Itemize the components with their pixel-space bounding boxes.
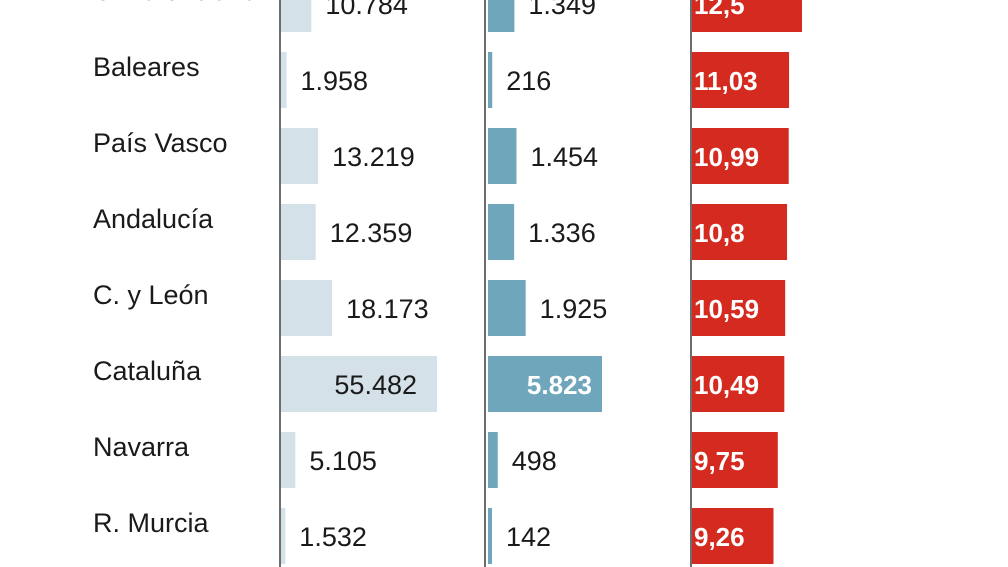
row-label: País Vasco (93, 128, 228, 158)
bar-col1 (281, 356, 437, 412)
row-label: C. y León (93, 280, 209, 310)
value-col1: 18.173 (346, 294, 429, 324)
bar-col2 (488, 128, 517, 184)
bar-col3 (692, 432, 778, 488)
bar-col2 (488, 280, 526, 336)
value-col3: 12,5 (694, 0, 745, 20)
value-col3: 11,03 (694, 66, 758, 96)
value-col2: 1.336 (528, 218, 596, 248)
bar-col2 (488, 204, 515, 260)
row-label: R. Murcia (93, 508, 209, 538)
bar-col1 (281, 0, 312, 32)
dividers-layer (279, 0, 692, 567)
value-col1: 55.482 (334, 370, 417, 400)
value-col3: 10,8 (694, 218, 745, 248)
bar-col3 (692, 508, 774, 564)
bar-col3 (692, 0, 802, 32)
value-col1: 12.359 (330, 218, 413, 248)
bar-col3 (692, 52, 790, 108)
value-col3: 9,75 (694, 446, 745, 476)
bar-col3 (692, 204, 788, 260)
bar-col3 (692, 280, 786, 336)
value-col2: 1.349 (528, 0, 596, 20)
bar-col1 (281, 52, 287, 108)
value-col1: 13.219 (332, 142, 415, 172)
row-label: Baleares (93, 52, 200, 82)
bar-col2 (488, 508, 492, 564)
row-label: Andalucía (93, 204, 214, 234)
value-col1: 1.958 (301, 66, 369, 96)
bar-col3 (692, 356, 785, 412)
value-col2: 498 (512, 446, 557, 476)
bar-col1 (281, 432, 296, 488)
bar-col1 (281, 128, 319, 184)
value-col2: 5.823 (527, 370, 592, 400)
bar-col3 (692, 128, 789, 184)
value-col3: 9,26 (694, 522, 745, 552)
bar-col2 (488, 432, 498, 488)
value-col3: 10,99 (694, 142, 759, 172)
row-label: C. Valenciana (93, 0, 260, 6)
value-col1: 10.784 (325, 0, 408, 20)
value-col3: 10,49 (694, 370, 759, 400)
bar-col1 (281, 280, 333, 336)
value-col2: 142 (506, 522, 551, 552)
row-label: Cataluña (93, 356, 202, 386)
bar-col1 (281, 508, 286, 564)
value-col1: 1.532 (299, 522, 367, 552)
value-col1: 5.105 (309, 446, 377, 476)
bar-col2 (488, 52, 493, 108)
bar-col1 (281, 204, 316, 260)
bar-col2 (488, 356, 602, 412)
text-layer: C. Valenciana 10.784 1.349 12,5 Baleares 1.95… (93, 0, 759, 552)
bar-col2 (488, 0, 515, 32)
row-label: Navarra (93, 432, 190, 462)
value-col2: 1.925 (540, 294, 608, 324)
value-col3: 10,59 (694, 294, 759, 324)
bars-layer (281, 0, 802, 564)
value-col2: 216 (506, 66, 551, 96)
value-col2: 1.454 (530, 142, 598, 172)
